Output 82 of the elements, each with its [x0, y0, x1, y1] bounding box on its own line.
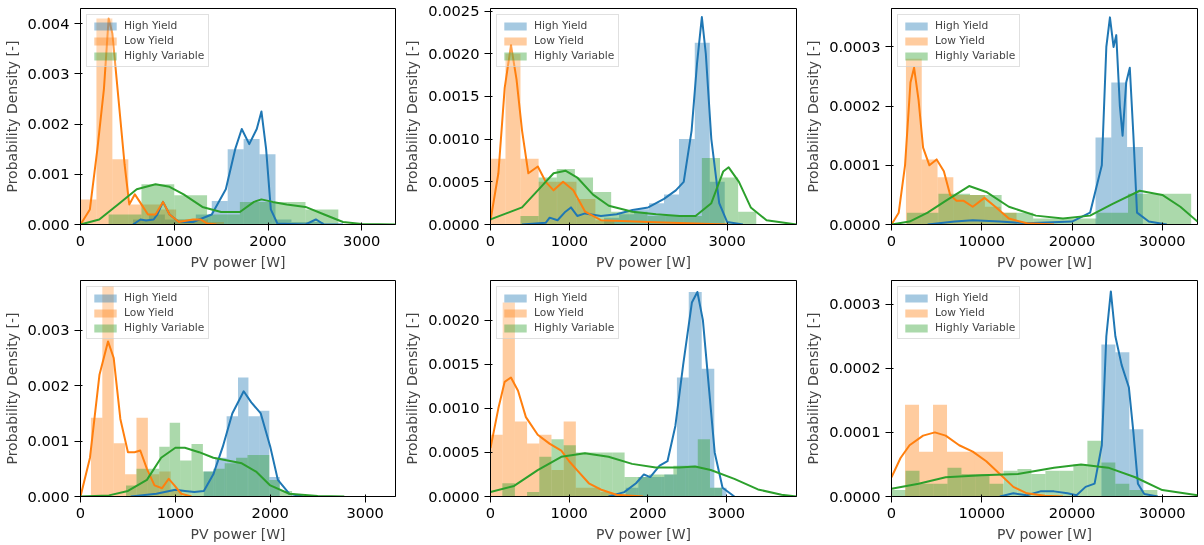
- y-tick-label: 0.0000: [428, 487, 480, 505]
- y-axis-title: Probability Density [-]: [3, 40, 20, 193]
- x-tick-label: 1000: [550, 503, 588, 521]
- x-tick-label: 2000: [629, 231, 667, 249]
- x-axis-title: PV power [W]: [997, 525, 1092, 542]
- x-axis-title: PV power [W]: [997, 253, 1092, 270]
- y-tick-label: 0.0020: [428, 311, 480, 329]
- legend-label: Low Yield: [124, 34, 174, 47]
- legend-label: Highly Variable: [935, 321, 1016, 334]
- x-tick-label: 10000: [958, 503, 1006, 521]
- x-tick-label: 20000: [1048, 231, 1096, 249]
- x-tick-label: 3000: [343, 231, 381, 249]
- y-tick-label: 0.0005: [428, 172, 480, 190]
- y-tick-label: 0.003: [27, 64, 70, 82]
- x-axis-title: PV power [W]: [596, 253, 691, 270]
- legend-label: Low Yield: [534, 34, 584, 47]
- legend-label: High Yield: [935, 291, 989, 304]
- y-tick-label: 0.0000: [428, 215, 480, 233]
- legend-label: Highly Variable: [935, 49, 1016, 62]
- y-tick-label: 0.004: [27, 14, 70, 32]
- y-tick-label: 0.0015: [428, 355, 480, 373]
- legend-label: Low Yield: [124, 306, 174, 319]
- legend-label: Highly Variable: [124, 321, 205, 334]
- legend-label: Highly Variable: [534, 49, 615, 62]
- y-tick-label: 0.0000: [829, 487, 881, 505]
- y-tick-label: 0.001: [27, 432, 70, 450]
- y-tick-label: 0.0010: [428, 130, 480, 148]
- y-tick-label: 0.001: [27, 165, 70, 183]
- y-axis-title: Probability Density [-]: [3, 312, 20, 465]
- legend-label: Low Yield: [935, 34, 985, 47]
- x-tick-label: 0: [75, 503, 86, 521]
- y-tick-label: 0.000: [27, 215, 70, 233]
- y-tick-label: 0.0000: [829, 215, 881, 233]
- legend-label: High Yield: [935, 19, 989, 32]
- x-tick-label: 0: [485, 503, 496, 521]
- x-tick-label: 10000: [958, 231, 1006, 249]
- y-tick-label: 0.003: [27, 321, 70, 339]
- x-tick-label: 30000: [1138, 503, 1186, 521]
- legend-label: Highly Variable: [534, 321, 615, 334]
- x-tick-label: 0: [886, 503, 897, 521]
- x-tick-label: 1000: [156, 503, 195, 521]
- x-axis-title: PV power [W]: [190, 253, 286, 270]
- y-axis-title: Probability Density [-]: [805, 40, 822, 193]
- x-tick-label: 1000: [155, 231, 193, 249]
- y-tick-label: 0.0020: [428, 44, 480, 62]
- x-tick-label: 0: [886, 231, 897, 249]
- x-tick-label: 2000: [629, 503, 667, 521]
- legend-label: High Yield: [124, 291, 178, 304]
- y-tick-label: 0.000: [27, 487, 70, 505]
- y-tick-label: 0.002: [27, 115, 70, 133]
- y-tick-label: 0.0002: [829, 97, 881, 115]
- y-tick-label: 0.0002: [829, 359, 881, 377]
- x-tick-label: 2000: [249, 231, 287, 249]
- legend-label: High Yield: [534, 291, 588, 304]
- y-tick-label: 0.0005: [428, 443, 480, 461]
- y-tick-label: 0.0003: [829, 37, 881, 55]
- x-tick-label: 30000: [1138, 231, 1186, 249]
- x-tick-label: 0: [485, 231, 496, 249]
- y-tick-label: 0.0015: [428, 87, 480, 105]
- y-tick-label: 0.0001: [829, 423, 881, 441]
- y-axis-title: Probability Density [-]: [404, 40, 421, 193]
- x-tick-label: 3000: [707, 503, 746, 521]
- x-tick-label: 1000: [550, 231, 589, 249]
- x-tick-label: 20000: [1048, 503, 1096, 521]
- y-tick-label: 0.0010: [428, 399, 480, 417]
- x-tick-label: 3000: [708, 231, 746, 249]
- y-axis-title: Probability Density [-]: [404, 312, 421, 465]
- legend-label: Low Yield: [935, 306, 985, 319]
- x-tick-label: 0: [75, 231, 86, 249]
- legend-label: High Yield: [534, 19, 588, 32]
- x-tick-label: 3000: [346, 503, 384, 521]
- legend-label: High Yield: [124, 19, 178, 32]
- y-tick-label: 0.002: [27, 376, 70, 394]
- x-axis-title: PV power [W]: [596, 525, 691, 542]
- y-tick-label: 0.0025: [428, 2, 480, 20]
- x-axis-title: PV power [W]: [190, 525, 286, 542]
- legend-label: Highly Variable: [124, 49, 205, 62]
- y-tick-label: 0.0001: [829, 156, 881, 174]
- legend-label: Low Yield: [534, 306, 584, 319]
- y-tick-label: 0.0003: [829, 295, 881, 313]
- y-axis-title: Probability Density [-]: [805, 312, 822, 465]
- x-tick-label: 2000: [251, 503, 289, 521]
